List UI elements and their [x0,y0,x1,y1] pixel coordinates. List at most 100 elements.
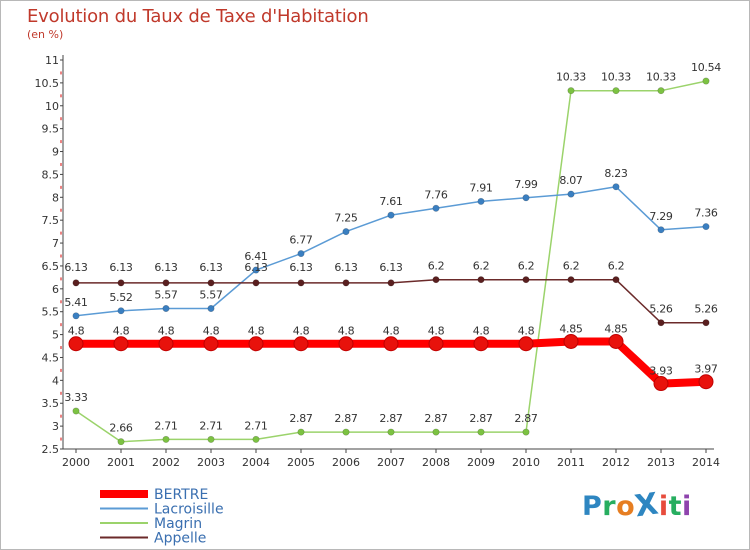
x-tick-label: 2000 [62,456,90,469]
data-label-magrin: 2.87 [289,412,313,425]
y-tick-label: 11 [45,54,59,67]
data-point-bertre [293,336,309,352]
data-label-appelle: 6.13 [64,261,88,274]
proxiti-logo: ProXiti [582,486,692,525]
legend-label-appelle: Appelle [154,531,206,547]
data-label-lacroisille: 5.41 [64,296,87,309]
data-point-bertre [338,336,354,352]
data-point-magrin [567,87,575,95]
x-tick-label: 2005 [287,456,315,469]
data-label-bertre: 4.8 [113,325,130,338]
x-tick-label: 2001 [107,456,135,469]
data-point-bertre [428,336,444,352]
data-point-bertre [518,336,534,352]
data-label-appelle: 6.13 [154,261,178,274]
data-point-bertre [653,376,669,392]
data-label-lacroisille: 5.52 [109,291,132,304]
data-label-bertre: 4.8 [68,325,85,338]
data-label-appelle: 6.2 [473,260,490,273]
y-tick-label: 9.5 [42,123,60,136]
logo-letter: r [602,491,617,522]
data-label-lacroisille: 7.76 [424,188,448,201]
y-tick-label: 5.5 [42,306,60,319]
data-label-lacroisille: 7.99 [514,178,538,191]
data-label-magrin: 2.71 [244,419,267,432]
data-point-appelle [342,279,350,287]
logo-letter: P [582,491,603,522]
data-label-lacroisille: 8.07 [559,174,583,187]
data-point-lacroisille [522,194,530,202]
logo-letter: o [616,491,636,522]
y-tick-label: 4 [52,374,59,387]
x-tick-label: 2010 [512,456,540,469]
data-point-appelle [657,319,665,327]
data-label-lacroisille: 6.41 [244,250,267,263]
x-tick-label: 2011 [557,456,585,469]
data-point-lacroisille [477,197,485,205]
data-label-bertre: 4.8 [518,325,535,338]
data-label-magrin: 2.71 [199,419,222,432]
data-label-lacroisille: 8.23 [604,167,628,180]
data-label-bertre: 4.8 [158,325,175,338]
data-point-bertre [113,336,129,352]
data-label-magrin: 3.33 [64,391,88,404]
data-point-bertre [383,336,399,352]
data-point-lacroisille [612,183,620,191]
y-tick-label: 5 [52,329,59,342]
data-point-magrin [477,428,485,436]
logo-letter: i [682,491,692,522]
data-label-magrin: 2.87 [469,412,493,425]
data-point-bertre [158,336,174,352]
legend-label-lacroisille: Lacroisille [154,502,224,518]
data-label-magrin: 2.87 [514,412,538,425]
data-point-bertre [248,336,264,352]
data-point-magrin [162,435,170,443]
data-label-lacroisille: 5.57 [199,289,223,302]
y-tick-label: 8 [52,191,59,204]
data-label-appelle: 6.2 [428,260,445,273]
data-point-magrin [117,438,125,446]
data-point-appelle [567,276,575,284]
data-label-lacroisille: 7.36 [694,207,718,220]
data-point-bertre [608,333,624,349]
y-tick-label: 10 [45,100,59,113]
x-tick-label: 2004 [242,456,270,469]
data-label-magrin: 2.87 [424,412,448,425]
data-point-bertre [473,336,489,352]
logo-letter: t [668,491,683,522]
data-point-lacroisille [567,190,575,198]
data-label-appelle: 6.13 [199,261,223,274]
data-label-bertre: 4.8 [473,325,490,338]
series-layer [68,77,714,446]
data-point-lacroisille [657,226,665,234]
data-label-bertre: 4.8 [248,325,265,338]
data-point-appelle [297,279,305,287]
data-point-magrin [432,428,440,436]
data-point-magrin [612,87,620,95]
data-point-appelle [72,279,80,287]
data-label-magrin: 2.87 [379,412,403,425]
data-point-magrin [522,428,530,436]
y-tick-label: 2.5 [42,443,60,456]
data-point-appelle [612,276,620,284]
data-point-bertre [698,374,714,390]
data-point-appelle [207,279,215,287]
data-label-appelle: 6.13 [244,261,268,274]
y-tick-label: 3.5 [42,397,60,410]
chart-axes: 2.5 3 3.5 4 4.5 5 5.5 6 6.5 7 7.5 8 8.5 9 9.5 10 10.5 11 2… [35,54,721,469]
y-tick-label: 8.5 [42,168,60,181]
y-tick-label: 10.5 [35,77,60,90]
data-label-bertre: 4.85 [604,322,628,335]
data-label-lacroisille: 7.29 [649,210,673,223]
data-point-lacroisille [432,204,440,212]
x-tick-label: 2012 [602,456,630,469]
chart-subtitle: (en %) [27,28,64,41]
logo-letter: X [632,486,662,525]
legend-label-bertre: BERTRE [154,487,208,503]
data-point-magrin [72,407,80,415]
data-point-bertre [563,333,579,349]
data-point-magrin [297,428,305,436]
